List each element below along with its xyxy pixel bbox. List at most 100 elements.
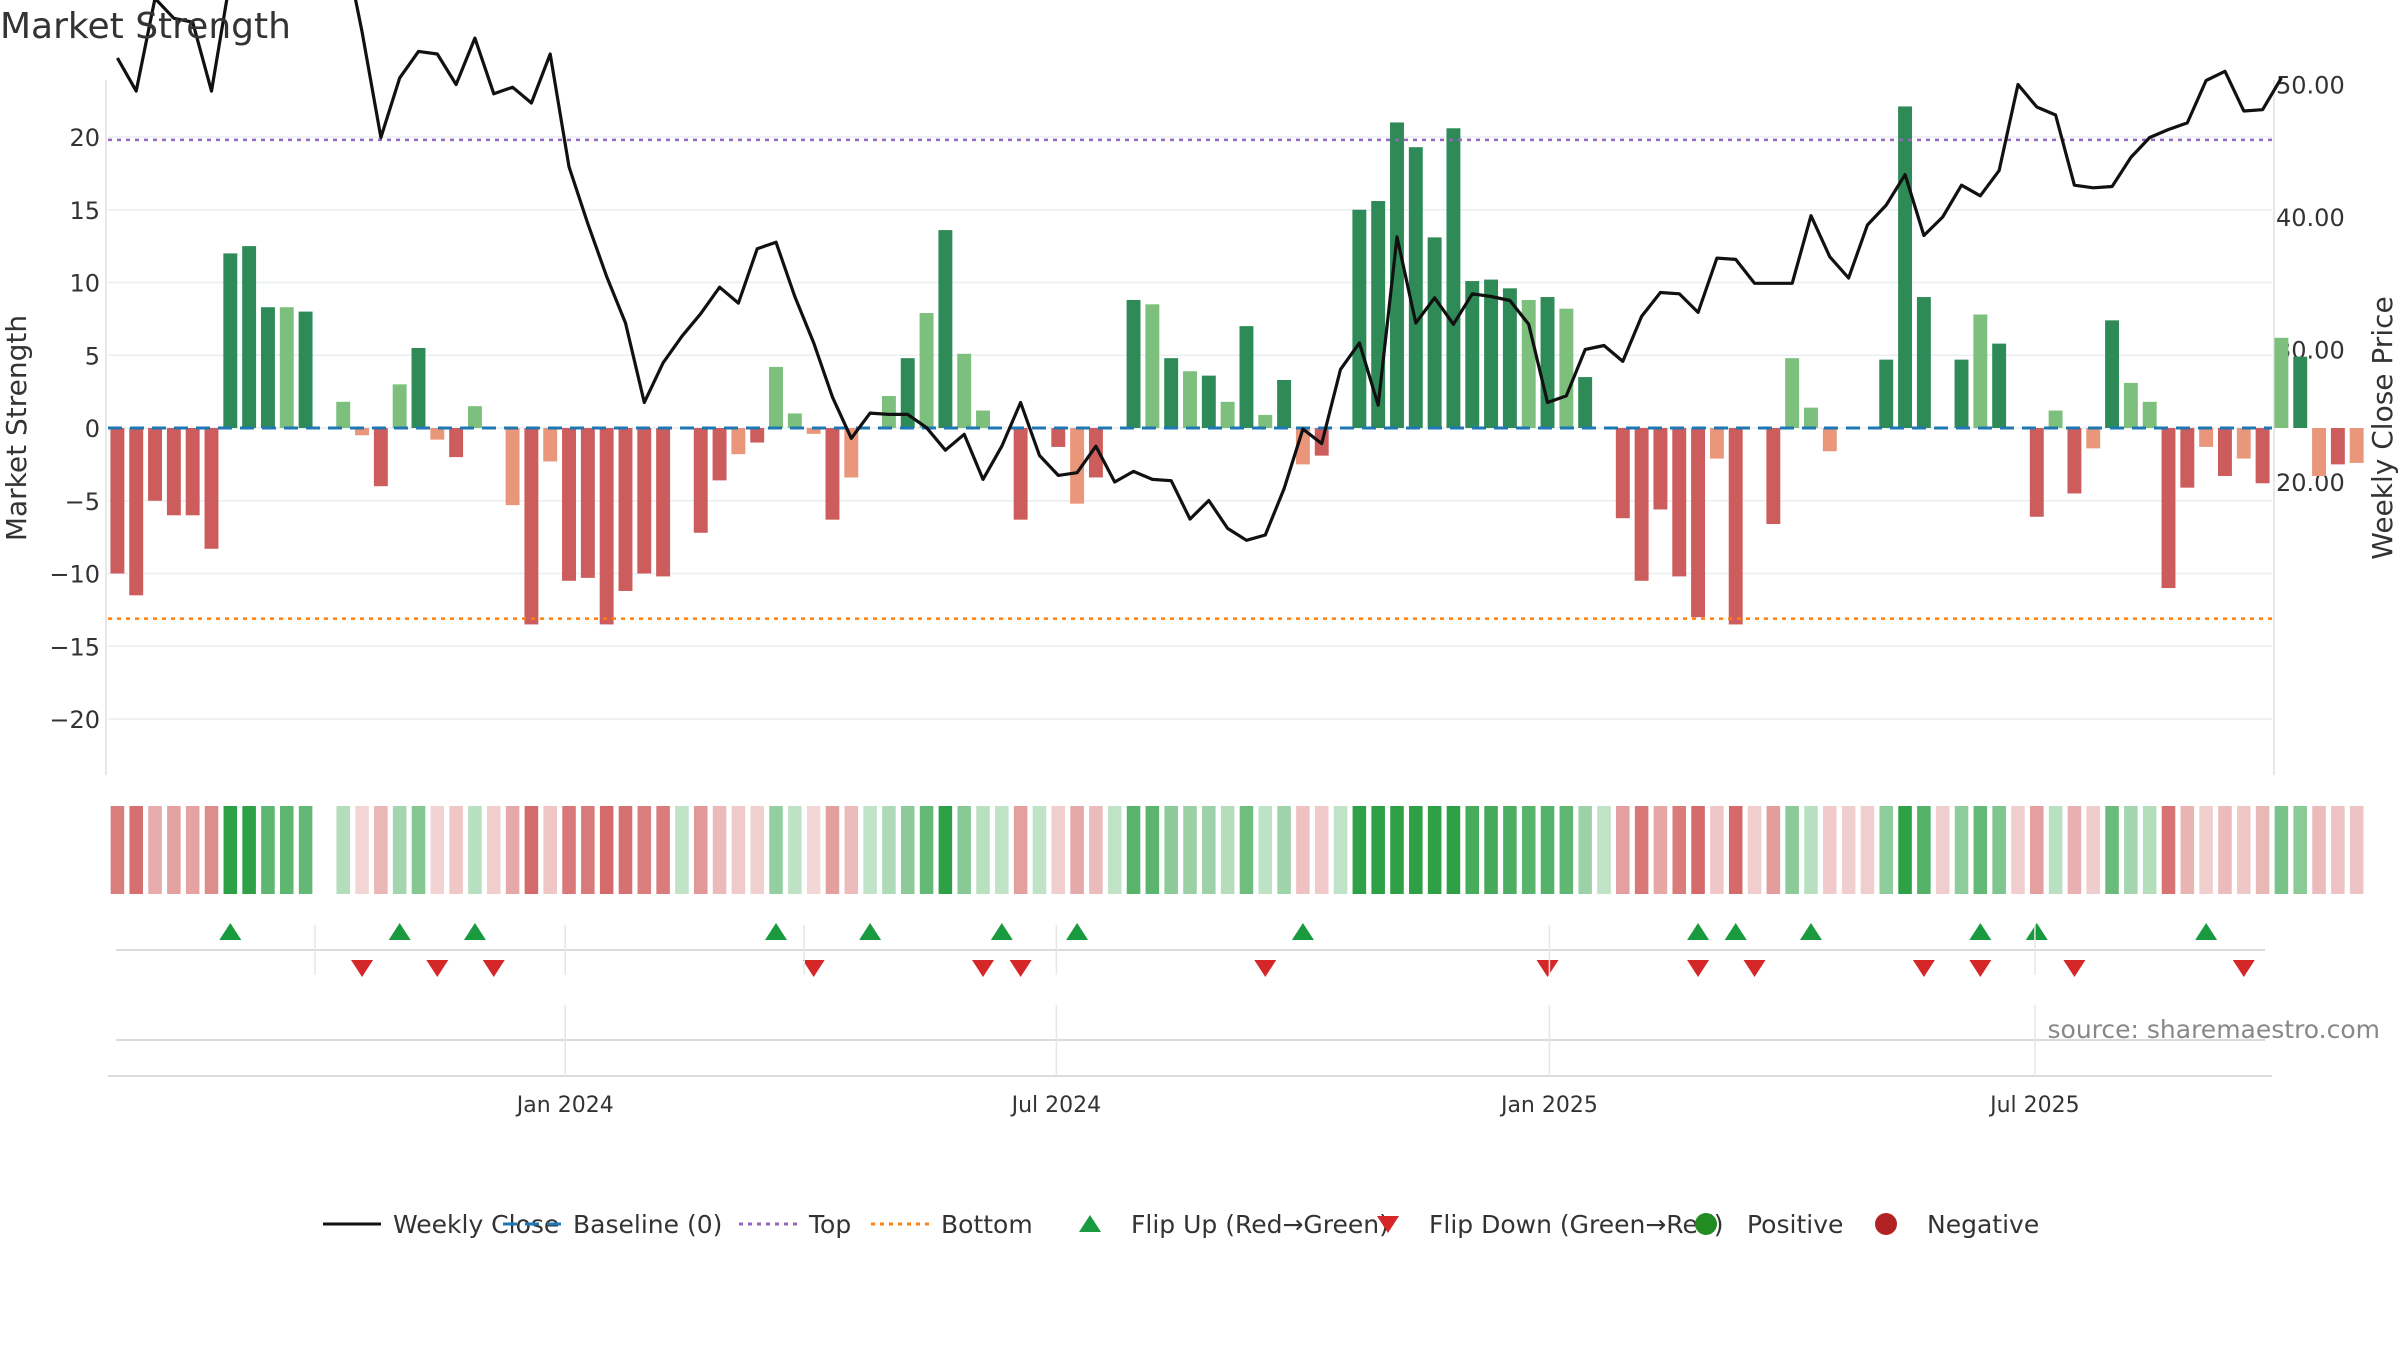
strength-bar	[1164, 358, 1179, 428]
strength-bar	[1070, 428, 1085, 504]
heat-strip-cell	[2236, 806, 2251, 894]
heat-strip-cell	[2142, 806, 2157, 894]
heat-strip-cell	[1465, 806, 1480, 894]
heat-strip-cell	[1409, 806, 1423, 894]
y2-tick-label: 40.00	[2276, 204, 2345, 232]
flip-down-marker	[1254, 960, 1277, 977]
flip-up-marker	[765, 923, 788, 940]
heat-strip-cell	[976, 806, 990, 894]
legend-item: Negative	[1875, 1210, 2039, 1239]
strength-bar	[750, 428, 765, 443]
strength-bar	[938, 230, 953, 428]
heat-strip-cell	[1597, 806, 1611, 894]
flip-down-marker	[351, 960, 374, 977]
flip-down-marker	[1969, 960, 1992, 977]
flip-down-marker	[1536, 960, 1559, 977]
strength-bar	[1916, 297, 1931, 428]
heat-strip-cell	[1220, 806, 1235, 894]
heat-strip-cell	[693, 806, 708, 894]
strength-bar	[787, 413, 802, 428]
strength-bar	[242, 246, 257, 428]
heat-strip-cell	[1691, 806, 1705, 894]
heat-strip-cell	[806, 806, 821, 894]
heat-strip-cell	[1785, 806, 1799, 894]
heat-strip-cell	[1032, 806, 1047, 894]
strength-bar	[693, 428, 708, 533]
heat-strip-cell	[449, 806, 463, 894]
heat-strip-cell	[712, 806, 727, 894]
heat-strip-cell	[1766, 806, 1781, 894]
legend-item: Flip Down (Green→Red)	[1377, 1210, 1724, 1239]
heat-strip-cell	[1277, 806, 1291, 894]
flip-up-marker	[1066, 923, 1089, 940]
strength-bar	[110, 428, 125, 574]
strength-bar	[505, 428, 520, 506]
heat-strip-cell	[1954, 806, 1969, 894]
strength-bar	[430, 428, 445, 440]
strength-bar	[957, 353, 972, 428]
legend-item: Weekly Close	[323, 1210, 559, 1239]
heat-strip-cell	[1258, 806, 1273, 894]
strength-bar	[392, 384, 407, 428]
heat-strip-cell	[2293, 806, 2308, 894]
heat-strip-cell	[1333, 806, 1348, 894]
strength-bar	[204, 428, 219, 549]
heat-strip-cell	[581, 806, 595, 894]
heat-strip-cell	[750, 806, 764, 894]
heat-strip-cell	[1992, 806, 2006, 894]
strength-bar	[900, 358, 915, 428]
strength-bar	[1408, 147, 1423, 428]
strength-bar	[1013, 428, 1028, 520]
heat-strip-cell	[1484, 806, 1498, 894]
y2-tick-label: 20.00	[2276, 469, 2345, 497]
y-tick-label: −15	[49, 633, 100, 661]
heat-strip-cell	[1823, 806, 1837, 894]
heat-strip-cell	[637, 806, 652, 894]
y-tick-label: 15	[69, 197, 100, 225]
y-tick-label: 10	[69, 270, 100, 298]
heat-strip-cell	[2048, 806, 2063, 894]
strength-bar	[2048, 410, 2063, 428]
heat-strip-cell	[1446, 806, 1461, 894]
strength-bar	[2086, 428, 2101, 449]
x-tick-label: Jul 2025	[1988, 1093, 2080, 1118]
x-tick-label: Jul 2024	[1010, 1093, 1102, 1118]
strength-bar	[1879, 359, 1894, 428]
heat-strip-cell	[1578, 806, 1592, 894]
heat-strip-cell	[1390, 806, 1404, 894]
heat-strip-cell	[110, 806, 125, 894]
y-tick-label: 5	[85, 342, 100, 370]
strength-bar	[844, 428, 859, 478]
y-tick-label: 20	[69, 124, 100, 152]
strength-bar	[1954, 359, 1969, 428]
heat-strip-cell	[731, 806, 746, 894]
y-tick-label: 0	[85, 415, 100, 443]
strength-bar	[1973, 314, 1988, 428]
x-tick-label: Jan 2025	[1499, 1093, 1598, 1118]
heat-strip-cell	[1917, 806, 1931, 894]
strength-bar	[637, 428, 652, 574]
heat-strip-cell	[919, 806, 934, 894]
strength-bar	[2029, 428, 2044, 517]
strength-bar	[223, 253, 238, 428]
legend-item: Positive	[1695, 1210, 1843, 1239]
heat-strip-cell	[1935, 806, 1950, 894]
strength-bar	[1728, 428, 1743, 625]
flip-down-marker	[972, 960, 995, 977]
heat-strip-cell	[2180, 806, 2195, 894]
strength-bar	[881, 395, 896, 428]
strength-bar	[1258, 414, 1273, 428]
heat-strip-cell	[2331, 806, 2345, 894]
strength-bar	[599, 428, 614, 625]
heat-strip-cell	[825, 806, 840, 894]
strength-bar	[1691, 428, 1706, 618]
heat-strip-cell	[1503, 806, 1517, 894]
heat-strip-cell	[505, 806, 520, 894]
strength-bar	[2199, 428, 2214, 447]
heat-strip-cell	[298, 806, 313, 894]
flip-up-marker	[2195, 923, 2218, 940]
heat-strip-cell	[2011, 806, 2025, 894]
heat-strip-cell	[769, 806, 783, 894]
